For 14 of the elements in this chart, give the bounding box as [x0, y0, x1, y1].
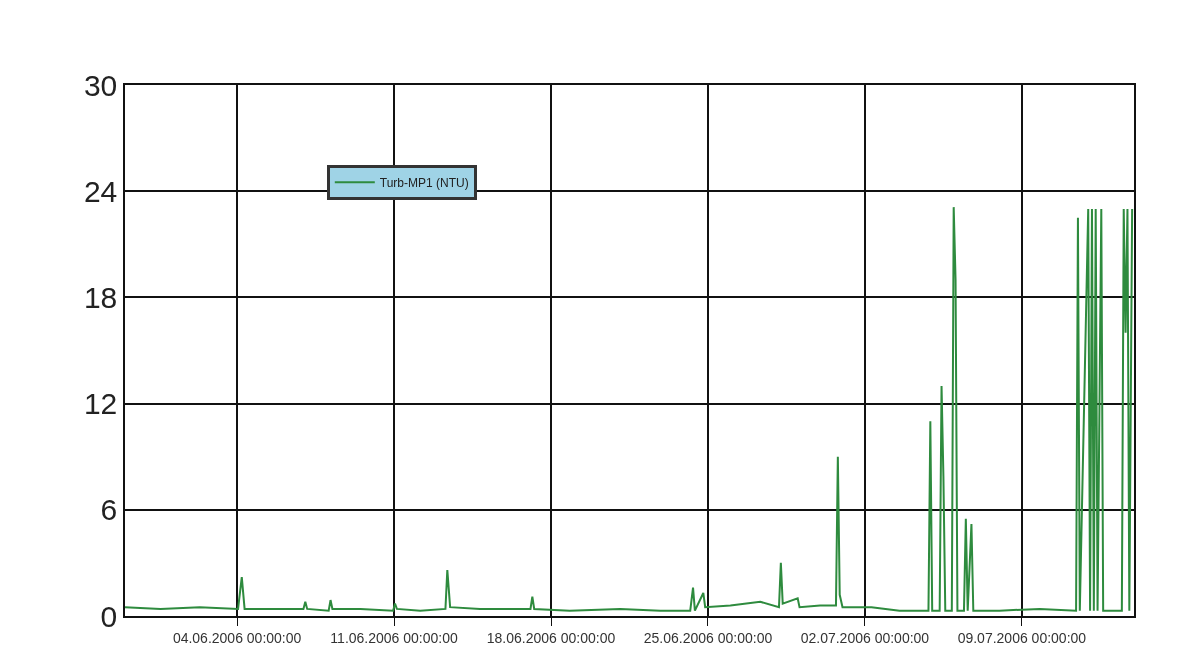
- line-series: [125, 206, 1134, 612]
- x-tick-label: 04.06.2006 00:00:00: [172, 629, 302, 646]
- y-tick-label: 12: [83, 387, 118, 421]
- y-tick-label: 6: [100, 493, 118, 527]
- y-tick-label: 0: [100, 599, 118, 633]
- x-tick-label: 02.07.2006 00:00:00: [800, 629, 930, 646]
- y-tick-label: 24: [83, 174, 118, 208]
- x-tick-label: 25.06.2006 00:00:00: [643, 629, 773, 646]
- x-tick-label: 18.06.2006 00:00:00: [486, 629, 616, 646]
- x-tick-label: 09.07.2006 00:00:00: [957, 629, 1087, 646]
- y-tick-label: 30: [83, 68, 118, 102]
- x-tick-label: 11.06.2006 00:00:00: [330, 629, 458, 646]
- legend-label: Turb-MP1 (NTU): [379, 175, 469, 190]
- y-tick-label: 18: [83, 280, 118, 314]
